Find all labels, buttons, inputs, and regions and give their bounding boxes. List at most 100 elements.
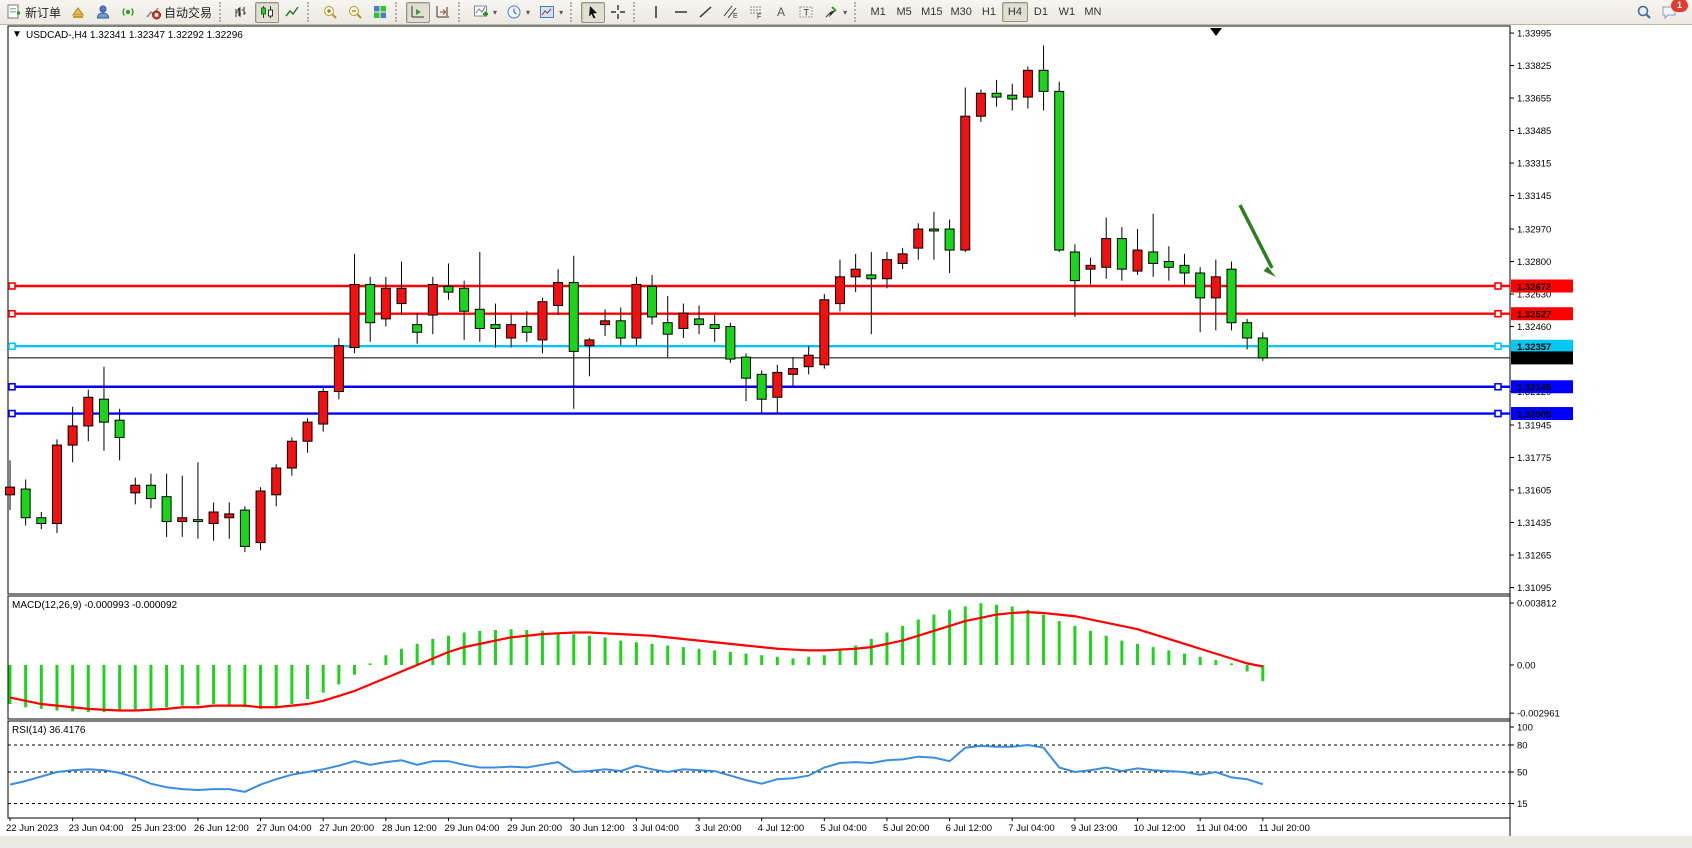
tile-windows-button[interactable]	[368, 2, 392, 23]
hline-handle[interactable]	[1494, 282, 1502, 290]
candle-down	[1163, 261, 1174, 268]
candle-down	[928, 228, 939, 232]
line-chart-button[interactable]	[280, 2, 304, 23]
price-tick-label: 1.31605	[1517, 486, 1551, 497]
notifications-button[interactable]: 1	[1657, 0, 1688, 23]
hline-price-badge-label: 1.32527	[1517, 310, 1551, 321]
timeframe-button-m5[interactable]: M5	[896, 6, 912, 18]
toolbar-separator	[633, 2, 641, 22]
candle-down	[474, 308, 485, 329]
chart-shift-button[interactable]	[431, 2, 455, 23]
candle-up	[333, 345, 344, 393]
macd-label: MACD(12,26,9) -0.000993 -0.000092	[12, 600, 178, 611]
price-tick-label: 1.33315	[1517, 159, 1551, 170]
zoom-out-button[interactable]	[343, 2, 367, 23]
chart-title: USDCAD-,H4 1.32341 1.32347 1.32292 1.322…	[26, 30, 243, 41]
time-axis-label: 5 Jul 20:00	[883, 823, 929, 834]
trendline-button[interactable]	[694, 2, 718, 23]
candle-down	[98, 398, 109, 423]
svg-text:A: A	[777, 5, 785, 19]
dropdown-caret: ▾	[493, 7, 498, 17]
timeframe-button-d1[interactable]: D1	[1033, 6, 1048, 18]
chart-canvas[interactable]: 1.33995 1.33825 1.33655 1.33485 1.33315 1.331…	[0, 25, 1692, 848]
periods-clock-icon	[507, 5, 521, 19]
hline-handle[interactable]	[1494, 309, 1502, 318]
new-order-button[interactable]: 新订单	[2, 2, 65, 23]
time-axis-label: 30 Jun 12:00	[570, 823, 625, 834]
candle-down	[756, 373, 767, 400]
text-label-button[interactable]: T	[794, 2, 818, 23]
candlestick-chart-button[interactable]	[255, 1, 280, 23]
bar-chart-button[interactable]	[230, 2, 254, 23]
equidistant-channel-button[interactable]: E	[719, 2, 743, 23]
hline-handle[interactable]	[8, 409, 16, 418]
template-icon	[540, 6, 555, 18]
candle-up	[67, 425, 78, 446]
rsi-tick-label: 80	[1517, 741, 1528, 752]
candle-up	[271, 467, 282, 496]
price-tick-label: 1.31095	[1517, 583, 1551, 594]
price-tick-label: 1.31945	[1517, 421, 1551, 432]
vertical-line-button[interactable]	[644, 2, 668, 23]
periods-button[interactable]: ▾	[502, 2, 534, 23]
candle-up	[819, 299, 830, 366]
current-price-badge	[1511, 351, 1573, 365]
rsi-line	[9, 743, 1264, 793]
price-tick-label: 1.31265	[1517, 551, 1551, 562]
hline-price-badge-label: 1.32005	[1517, 409, 1552, 420]
timeframe-button-m1[interactable]: M1	[870, 6, 886, 18]
autotrade-icon	[146, 7, 162, 20]
indicators-button[interactable]: ▾	[469, 2, 501, 23]
time-axis-label: 5 Jul 04:00	[820, 823, 866, 834]
cursor-button[interactable]	[581, 1, 606, 23]
timeframe-button-m30[interactable]: M30	[950, 6, 972, 18]
hline-handle[interactable]	[1494, 342, 1502, 351]
hline-handle[interactable]	[8, 309, 16, 318]
price-tick-label: 1.31775	[1517, 453, 1551, 464]
main-panel[interactable]	[7, 25, 1511, 595]
candle-up	[772, 371, 783, 398]
market-watch-button[interactable]	[66, 2, 90, 23]
toolbar-separator	[395, 2, 403, 22]
new-order-icon	[7, 4, 20, 19]
arrow-annotation-head[interactable]	[1263, 266, 1277, 278]
hline-handle[interactable]	[8, 382, 16, 391]
shift-marker-icon[interactable]	[1210, 28, 1222, 36]
timeframe-button-m15[interactable]: M15	[921, 6, 943, 18]
timeframe-button-h1[interactable]: H1	[981, 6, 996, 18]
timeframe-button-w1[interactable]: W1	[1058, 6, 1076, 18]
candle-down	[741, 356, 752, 379]
hline-handle[interactable]	[1494, 409, 1502, 418]
arrows-shapes-button[interactable]: ▾	[819, 2, 851, 23]
navigator-button[interactable]	[91, 2, 115, 23]
candle-up	[318, 391, 329, 425]
candle-up	[1022, 69, 1033, 98]
candle-down	[192, 519, 203, 523]
fibonacci-button[interactable]: F	[744, 2, 768, 23]
zoom-in-button[interactable]	[318, 2, 342, 23]
arrow-annotation[interactable]	[1238, 204, 1274, 269]
search-button[interactable]	[1632, 2, 1656, 23]
time-axis-label: 29 Jun 20:00	[507, 823, 562, 834]
macd-panel[interactable]	[7, 595, 1511, 720]
template-button[interactable]: ▾	[535, 2, 567, 23]
timeframe-group: M1 M5 M15 M30 H1 H4 D1 W1 MN	[865, 2, 1106, 22]
auto-scroll-button[interactable]	[406, 1, 431, 23]
horizontal-line-button[interactable]	[669, 2, 693, 23]
hline-handle[interactable]	[8, 282, 16, 290]
crosshair-button[interactable]	[606, 2, 630, 23]
timeframe-button-mn[interactable]: MN	[1084, 6, 1102, 18]
candle-up	[1085, 264, 1096, 270]
candle-up	[584, 339, 595, 347]
terminal-button[interactable]	[116, 2, 140, 23]
candle-up	[881, 259, 892, 280]
candle-up	[224, 513, 235, 519]
hline-handle[interactable]	[1494, 382, 1502, 391]
text-button[interactable]: A	[769, 2, 793, 23]
autotrade-button[interactable]: 自动交易	[141, 2, 216, 23]
rsi-panel[interactable]	[7, 720, 1511, 819]
hline-handle[interactable]	[8, 342, 16, 351]
time-axis-label: 23 Jun 04:00	[69, 823, 124, 834]
timeframe-button-h4[interactable]: H4	[1001, 2, 1028, 22]
candle-down	[412, 324, 423, 333]
